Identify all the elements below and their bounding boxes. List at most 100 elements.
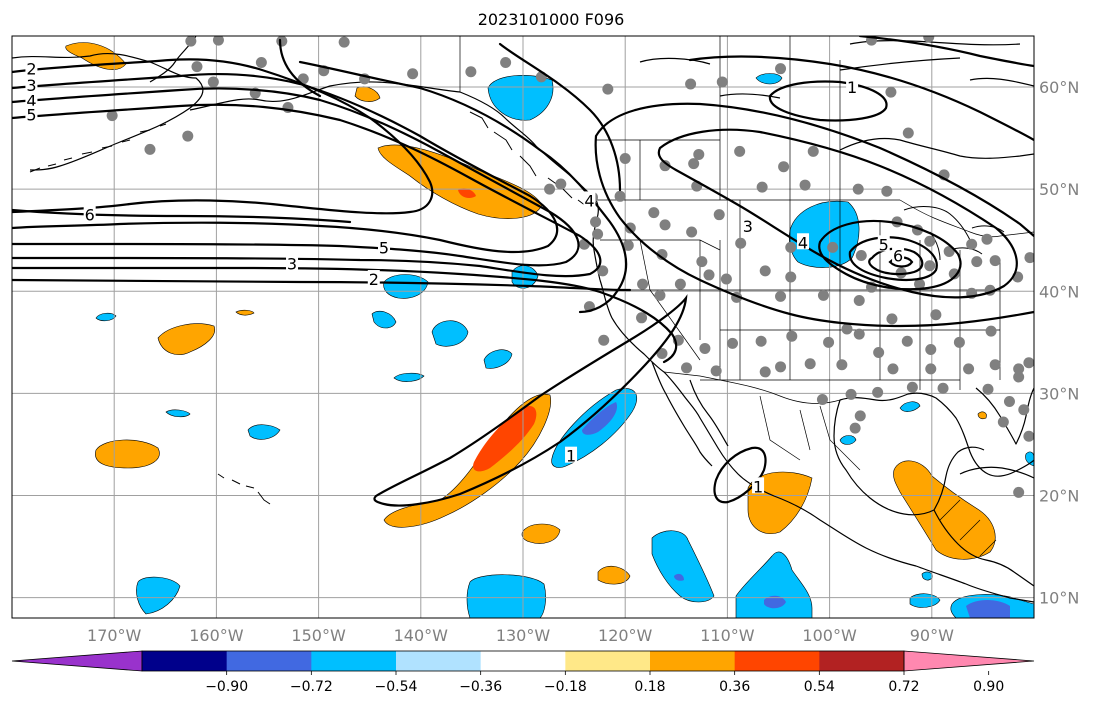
station-markers bbox=[106, 36, 1070, 498]
station-dot bbox=[734, 145, 746, 157]
latitude-tick-label: 10°N bbox=[1039, 589, 1079, 608]
negative-anomaly-blob bbox=[487, 75, 554, 121]
negative-anomaly-blob bbox=[651, 530, 715, 603]
station-dot bbox=[713, 209, 725, 221]
contour-label-bg bbox=[25, 105, 38, 122]
station-dot bbox=[989, 359, 1001, 371]
station-dot bbox=[845, 388, 857, 400]
negative-anomaly-blob bbox=[921, 571, 933, 581]
station-dot bbox=[578, 238, 590, 250]
latitude-tick-label: 30°N bbox=[1039, 384, 1079, 403]
station-dot bbox=[914, 278, 926, 290]
negative-anomaly-blob bbox=[909, 593, 941, 608]
colorbar-segment bbox=[734, 651, 820, 671]
colorbar-tick-label: −0.72 bbox=[290, 679, 333, 695]
station-dot bbox=[693, 148, 705, 160]
negative-anomaly-blob bbox=[755, 73, 783, 85]
map-title: 2023101000 F096 bbox=[477, 10, 625, 29]
latitude-tick-label: 40°N bbox=[1039, 282, 1079, 301]
station-dot bbox=[597, 265, 609, 277]
colorbar-tick-label: 0.90 bbox=[973, 679, 1004, 695]
contour-loop bbox=[818, 219, 962, 291]
colorbar-tick-label: 0.72 bbox=[888, 679, 919, 695]
station-dot bbox=[656, 348, 668, 360]
station-dot bbox=[703, 269, 715, 281]
station-dot bbox=[255, 57, 267, 69]
contour-label: 3 bbox=[743, 217, 753, 236]
contour-label-bg bbox=[25, 59, 38, 76]
longitude-tick-label: 110°W bbox=[700, 626, 755, 645]
station-dot bbox=[885, 86, 897, 98]
longitude-tick-label: 160°W bbox=[189, 626, 244, 645]
longitude-tick-label: 140°W bbox=[394, 626, 449, 645]
station-dot bbox=[855, 250, 867, 262]
station-dot bbox=[982, 383, 994, 395]
longitude-tick-label: 120°W bbox=[598, 626, 653, 645]
station-dot bbox=[886, 313, 898, 325]
station-dot bbox=[185, 36, 197, 47]
latitude-axis: 60°N 50°N 40°N 30°N 20°N 10°N bbox=[1039, 78, 1079, 608]
station-dot bbox=[648, 207, 660, 219]
station-dot bbox=[622, 239, 634, 251]
contour-label: 1 bbox=[753, 477, 763, 496]
station-dot bbox=[614, 190, 626, 202]
contour-label: 6 bbox=[893, 247, 903, 266]
positive-anomaly-blob bbox=[377, 144, 543, 219]
station-dot bbox=[276, 36, 288, 47]
contour-label-bg bbox=[877, 235, 890, 252]
contour-line bbox=[278, 38, 622, 192]
station-dot bbox=[636, 312, 648, 324]
contour-label-bg bbox=[565, 446, 578, 463]
latitude-tick-label: 20°N bbox=[1039, 486, 1079, 505]
station-dot bbox=[816, 393, 828, 405]
hawaii-islands bbox=[217, 473, 271, 505]
negative-anomaly-blob bbox=[393, 372, 425, 382]
station-dot bbox=[1059, 260, 1070, 271]
negative-anomaly-core bbox=[966, 600, 1010, 618]
contour-label-bg bbox=[25, 91, 38, 108]
station-dot bbox=[775, 361, 787, 373]
station-dot bbox=[881, 185, 893, 197]
station-dot bbox=[598, 334, 610, 346]
station-dot bbox=[619, 153, 631, 165]
station-dot bbox=[775, 63, 787, 75]
station-dot bbox=[144, 143, 156, 155]
station-dot bbox=[544, 183, 556, 195]
station-dot bbox=[1013, 371, 1025, 383]
positive-anomaly-blob bbox=[597, 565, 631, 585]
contour-label-bg bbox=[378, 238, 391, 255]
station-dot bbox=[981, 233, 993, 245]
station-dot bbox=[854, 410, 866, 422]
great-lakes bbox=[903, 206, 1005, 261]
station-dot bbox=[735, 237, 747, 249]
negative-anomaly-blob bbox=[788, 200, 860, 268]
contour-label-bg bbox=[83, 205, 96, 222]
positive-anomaly-blob bbox=[521, 523, 561, 544]
station-dot bbox=[681, 362, 693, 374]
station-dot bbox=[786, 330, 798, 342]
graticule bbox=[12, 36, 1034, 618]
longitude-tick-label: 130°W bbox=[496, 626, 551, 645]
gulf-coastline bbox=[839, 392, 1034, 477]
negative-anomaly-core bbox=[764, 595, 786, 609]
negative-anomaly-blob bbox=[165, 409, 191, 418]
latitude-tick-label: 60°N bbox=[1039, 78, 1079, 97]
positive-anomaly-blob bbox=[95, 439, 160, 469]
contour-label: 5 bbox=[879, 235, 889, 254]
station-dot bbox=[836, 359, 848, 371]
contour-line bbox=[298, 60, 628, 314]
station-dot bbox=[674, 278, 686, 290]
station-dot bbox=[590, 216, 602, 228]
station-dot bbox=[953, 336, 965, 348]
station-dot bbox=[688, 158, 700, 170]
negative-anomaly-blob bbox=[136, 576, 181, 615]
contour-label-bg bbox=[797, 233, 810, 250]
negative-anomaly-core bbox=[582, 402, 618, 435]
station-dot bbox=[555, 178, 567, 190]
station-dot bbox=[807, 145, 819, 157]
colorbar-segment bbox=[142, 651, 228, 671]
contour-label: 2 bbox=[369, 270, 379, 289]
negative-anomaly-blob bbox=[371, 310, 397, 329]
station-dot bbox=[637, 278, 649, 290]
positive-anomaly-core bbox=[473, 405, 537, 472]
